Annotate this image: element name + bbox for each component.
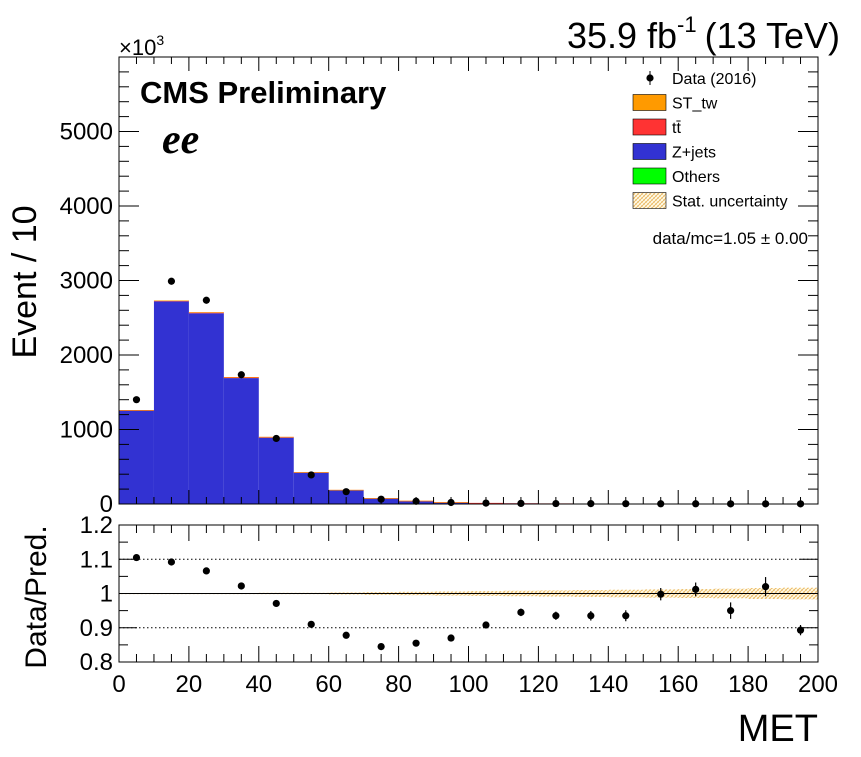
bottom-y-axis-label: Data/Pred. — [20, 525, 53, 668]
data-point-0 — [132, 396, 141, 404]
ratio-point-5 — [307, 620, 315, 628]
ratio-plot-area: 0.8 0.9 1 1.1 1.2 0 20 40 60 80 100 120 140 160 180 200 — [80, 512, 838, 698]
data-point-2 — [202, 296, 210, 304]
x-tick-label: 120 — [518, 671, 558, 698]
x-tick-label: 200 — [798, 671, 838, 698]
legend-label-data-2016: Data (2016) — [672, 71, 757, 88]
bar-z-jets-bin-0 — [119, 410, 154, 504]
legend-label-z-jets: Z+jets — [672, 145, 716, 162]
ratio-point-2 — [202, 567, 210, 575]
data-mc-annotation: data/mc=1.05 ± 0.00 — [653, 229, 808, 248]
legend-swatch-z-jets — [632, 143, 667, 160]
x-tick-label: 140 — [588, 671, 628, 698]
legend-swatch-st-tw — [632, 94, 667, 111]
top-y-tick-label: 4000 — [60, 193, 113, 220]
ratio-point-0 — [132, 553, 141, 562]
top-plot-area: 0 1000 2000 3000 4000 5000 — [60, 56, 819, 518]
ratio-y-tick-label: 1.2 — [80, 512, 113, 539]
x-tick-label: 80 — [385, 671, 412, 698]
legend: Data (2016) ST_tw tt̄ Z+jets Others Stat. unc… — [632, 71, 788, 211]
ratio-point-4 — [272, 599, 280, 608]
legend-label-tt: tt̄ — [672, 120, 681, 137]
x-tick-label: 60 — [315, 671, 342, 698]
ratio-point-16 — [692, 585, 700, 593]
bar-st-tw-bin-2 — [188, 312, 224, 313]
ratio-point-6 — [342, 631, 350, 639]
legend-swatch-others — [632, 167, 667, 185]
top-y-tick-label: 1000 — [60, 417, 113, 444]
ratio-point-13 — [587, 612, 595, 620]
ratio-point-11 — [517, 608, 525, 616]
ratio-point-1 — [167, 558, 176, 566]
x-axis-label: MET — [738, 708, 818, 750]
data-point-6 — [342, 488, 350, 496]
data-point-5 — [307, 471, 315, 479]
channel-label: ee — [162, 117, 199, 163]
lumi-label: 35.9 fb-1 (13 TeV) — [567, 12, 840, 56]
x-tick-label: 160 — [658, 671, 698, 698]
legend-label-stat-uncertainty: Stat. uncertainty — [672, 194, 788, 211]
ratio-point-15 — [657, 590, 665, 598]
bar-z-jets-bin-3 — [223, 378, 259, 504]
y-exponent-prefix: ×10 — [119, 35, 156, 60]
x-tick-label: 20 — [176, 671, 203, 698]
x-tick-label: 40 — [245, 671, 272, 698]
lumi-energy: (13 TeV) — [705, 15, 840, 56]
ratio-point-17 — [727, 607, 735, 615]
x-tick-label: 100 — [448, 671, 488, 698]
top-y-axis-label: Event / 10 — [6, 205, 44, 358]
top-y-tick-label: 5000 — [60, 119, 113, 146]
x-tick-label: 180 — [728, 671, 768, 698]
legend-label-others: Others — [672, 169, 720, 186]
legend-label-st-tw: ST_tw — [672, 96, 718, 113]
ratio-point-18 — [761, 583, 770, 591]
bar-z-jets-bin-2 — [188, 313, 224, 504]
top-y-tick-label: 0 — [100, 491, 113, 518]
legend-swatch-tt — [632, 118, 667, 136]
ratio-y-tick-label: 0.9 — [80, 615, 113, 642]
top-y-tick-label: 2000 — [60, 342, 113, 369]
y-exponent-sup: 3 — [156, 32, 164, 48]
data-point-1 — [167, 277, 176, 285]
bar-z-jets-bin-4 — [258, 437, 294, 504]
ratio-point-19 — [796, 626, 805, 634]
bar-z-jets-bin-1 — [153, 301, 189, 504]
ratio-y-tick-label: 1 — [100, 581, 113, 608]
ratio-point-10 — [482, 621, 490, 629]
top-y-tick-label: 3000 — [60, 268, 113, 295]
ratio-point-8 — [412, 639, 420, 647]
ratio-y-tick-label: 0.8 — [80, 649, 113, 676]
ratio-point-12 — [552, 612, 560, 620]
bar-st-tw-bin-1 — [153, 300, 189, 302]
x-tick-label: 0 — [112, 671, 125, 698]
ratio-point-7 — [377, 642, 385, 651]
lumi-sup: -1 — [677, 12, 697, 37]
bar-st-tw-bin-0 — [119, 410, 154, 411]
cms-preliminary-label: CMS Preliminary — [140, 75, 387, 110]
lumi-main: 35.9 fb — [567, 15, 677, 56]
data-point-3 — [237, 371, 245, 379]
y-exponent: ×103 — [119, 32, 164, 60]
ratio-y-tick-label: 1.1 — [80, 546, 113, 573]
ratio-point-3 — [237, 582, 245, 590]
data-point-4 — [272, 434, 280, 443]
legend-swatch-stat-uncertainty — [632, 192, 667, 209]
ratio-point-9 — [447, 634, 455, 642]
ratio-point-14 — [622, 612, 630, 620]
